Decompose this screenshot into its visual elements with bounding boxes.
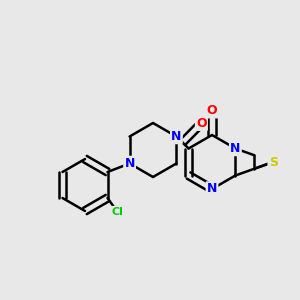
Text: O: O [196, 117, 207, 130]
Text: N: N [207, 182, 217, 196]
Text: Cl: Cl [112, 207, 124, 217]
Text: N: N [171, 130, 182, 143]
Text: N: N [124, 157, 135, 170]
Text: S: S [269, 155, 278, 169]
Text: N: N [230, 142, 241, 155]
Text: O: O [207, 104, 217, 117]
